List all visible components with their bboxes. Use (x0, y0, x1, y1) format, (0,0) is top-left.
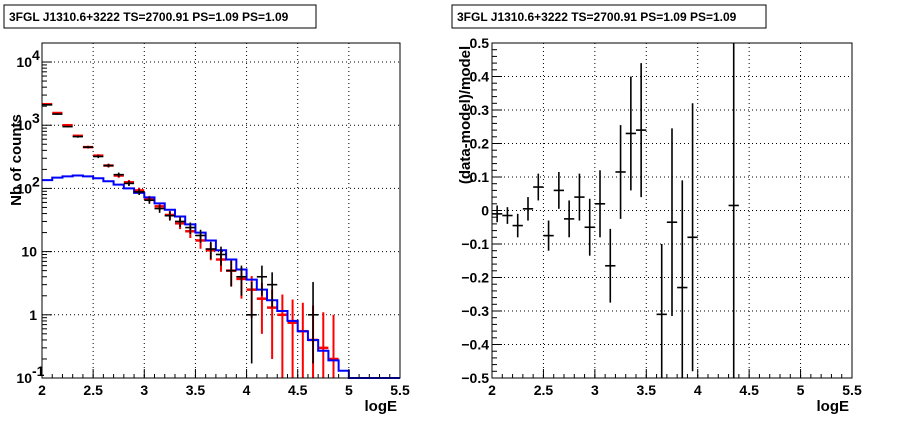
residual-x-tick-label: 2 (488, 382, 496, 398)
residual-panel: 2 2.5 3 3.5 4 4.5 5 5.5 −0.5 −0.4 −0.3 −0.2 −0.1 0 0.1… (451, 4, 862, 415)
residual-title: 3FGL J1310.6+3222 TS=2700.91 PS=1.09 PS=… (457, 10, 737, 24)
counts-y-tick-label: 10 (16, 117, 32, 133)
residual-y-axis-label: (data-model)/model (457, 46, 474, 184)
residual-y-tick-label: 0.2 (470, 136, 490, 152)
counts-y-tick-label: 10 (21, 244, 37, 260)
residual-y-tick-label: −0.4 (461, 337, 489, 353)
counts-x-tick-label: 3 (140, 382, 148, 398)
residual-y-tick-label: −0.1 (461, 236, 489, 252)
residual-x-axis-label: logE (817, 398, 850, 415)
counts-plot-frame (41, 42, 401, 379)
counts-x-tick-label: 5 (345, 382, 353, 398)
counts-x-tick-label: 5.5 (390, 382, 410, 398)
residual-x-tick-label: 5.5 (842, 382, 862, 398)
counts-y-tick-label: 10 (16, 180, 32, 196)
residual-x-tick-label: 4 (694, 382, 702, 398)
residual-x-tick-label: 5 (797, 382, 805, 398)
residual-y-tick-label: 0.4 (470, 69, 490, 85)
counts-y-tick-exponent: -1 (32, 363, 45, 379)
counts-x-axis-label: logE (365, 398, 398, 415)
counts-series (42, 102, 400, 379)
counts-x-tick-label: 4 (243, 382, 251, 398)
counts-y-tick-exponent: 4 (32, 47, 40, 63)
counts-grid (42, 43, 400, 378)
residual-x-tick-label: 3 (591, 382, 599, 398)
counts-y-tick-label: 1 (29, 307, 37, 323)
counts-y-tick-label: 10 (16, 54, 32, 70)
residual-x-tick-label: 2.5 (534, 382, 554, 398)
residual-ticks: 2 2.5 3 3.5 4 4.5 5 5.5 −0.5 −0.4 −0.3 −0.2 −0.1 0 0.1… (461, 35, 862, 398)
residual-y-tick-label: 0.3 (470, 102, 490, 118)
counts-x-tick-label: 2 (38, 382, 46, 398)
residual-series (492, 43, 739, 378)
counts-y-axis-label: Nb of counts (8, 114, 25, 206)
counts-title: 3FGL J1310.6+3222 TS=2700.91 PS=1.09 PS=… (9, 10, 289, 24)
counts-title-box (3, 4, 317, 29)
residual-x-tick-label: 3.5 (637, 382, 657, 398)
residual-y-tick-label: −0.5 (461, 370, 489, 386)
residual-y-tick-label: 0 (481, 203, 489, 219)
residual-x-tick-label: 4.5 (739, 382, 759, 398)
counts-y-tick-exponent: 3 (32, 110, 40, 126)
residual-y-tick-label: 0.1 (470, 169, 490, 185)
counts-y-tick-label: 10 (16, 370, 32, 386)
residual-y-tick-label: −0.2 (461, 270, 489, 286)
counts-x-tick-label: 2.5 (83, 382, 103, 398)
model-source-line (42, 174, 400, 379)
counts-y-tick-exponent: 2 (32, 173, 40, 189)
counts-x-tick-label: 4.5 (288, 382, 308, 398)
residual-y-tick-label: −0.3 (461, 303, 489, 319)
residual-title-box (451, 4, 767, 29)
residual-y-tick-label: 0.5 (470, 35, 490, 51)
counts-x-tick-label: 3.5 (186, 382, 206, 398)
